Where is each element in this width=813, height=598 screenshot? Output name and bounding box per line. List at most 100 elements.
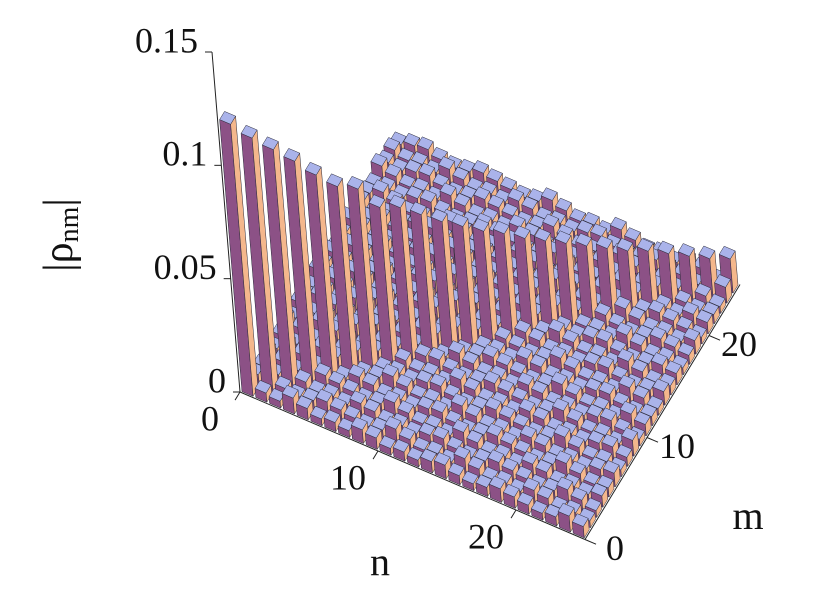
bar-top xyxy=(494,326,512,340)
bar xyxy=(554,230,579,328)
bar-top xyxy=(521,196,538,210)
bar xyxy=(636,238,659,311)
bar xyxy=(392,438,411,462)
bar-top xyxy=(475,474,493,488)
z-axis-label: |ρnm| xyxy=(36,198,86,272)
bar-top xyxy=(646,395,664,409)
bar-top xyxy=(416,369,433,384)
bar-top xyxy=(470,369,487,383)
bar-top xyxy=(600,407,617,421)
bar-top xyxy=(698,245,716,260)
z-label-part: |ρ xyxy=(36,242,82,271)
bar-top xyxy=(404,159,422,173)
bar-top xyxy=(694,283,712,297)
bar-top xyxy=(513,225,531,239)
bar-top xyxy=(639,377,656,391)
bar-top xyxy=(420,448,437,462)
bar-top xyxy=(618,374,635,389)
bar-top xyxy=(498,405,516,419)
bar-top xyxy=(329,397,347,411)
bar-top xyxy=(569,208,586,222)
bar-top xyxy=(418,422,436,436)
bar-top xyxy=(576,219,594,234)
bar-top xyxy=(417,395,434,410)
bar-top xyxy=(616,237,634,252)
bar-top xyxy=(521,451,538,465)
bar-top xyxy=(281,384,299,399)
bar-top xyxy=(628,306,645,320)
bar-top xyxy=(468,342,486,357)
bar-top xyxy=(550,371,568,385)
bar-top xyxy=(662,307,679,322)
bar xyxy=(657,240,679,307)
bar-top xyxy=(412,436,430,451)
bar xyxy=(677,342,695,365)
bar-top xyxy=(451,213,469,227)
bar-top xyxy=(554,230,572,244)
bar-top xyxy=(487,449,505,463)
bar xyxy=(563,355,582,381)
bar-top xyxy=(577,366,595,380)
bar-top xyxy=(397,400,414,414)
bar-top xyxy=(501,457,519,472)
bar-top xyxy=(489,475,506,490)
bar-top xyxy=(617,348,634,362)
bar-top xyxy=(409,201,427,216)
bar-top xyxy=(486,423,503,437)
bar-top xyxy=(381,363,399,377)
bar-top xyxy=(567,434,585,448)
bar-top xyxy=(610,216,627,231)
bar-top xyxy=(518,398,536,412)
bar-top xyxy=(515,465,533,480)
bar-top xyxy=(465,403,482,417)
bar xyxy=(616,237,639,315)
bar-top xyxy=(408,358,426,372)
x-tick xyxy=(234,391,241,401)
bar-top xyxy=(507,188,524,202)
bar-top xyxy=(657,240,674,255)
bar-top xyxy=(349,390,367,404)
bar-top xyxy=(461,470,479,485)
bar-top xyxy=(676,315,693,330)
bar-top xyxy=(432,425,449,440)
bar-top xyxy=(482,344,499,358)
bar-top xyxy=(467,456,485,470)
bar-top xyxy=(574,313,592,327)
bar-top xyxy=(396,373,413,388)
bar xyxy=(310,405,328,427)
z-label-sub: nm xyxy=(54,206,85,242)
bar-top xyxy=(591,369,608,384)
bar-top xyxy=(363,398,381,413)
bar-top xyxy=(466,429,483,444)
bar-top xyxy=(590,223,607,237)
bar-top xyxy=(406,447,424,461)
bar-top xyxy=(254,379,272,394)
bar-top xyxy=(343,405,361,419)
bar-top xyxy=(514,319,531,333)
bar-top xyxy=(597,474,614,489)
bar-top xyxy=(614,295,631,310)
bar-top xyxy=(511,386,528,401)
bar-top xyxy=(636,324,653,338)
bar-top xyxy=(597,354,614,369)
bar-top xyxy=(429,373,447,387)
bar-top xyxy=(598,381,616,395)
bar-top xyxy=(342,378,359,393)
bar-top xyxy=(555,450,572,464)
bar-top xyxy=(414,343,432,357)
bar-top xyxy=(472,421,490,436)
bar xyxy=(602,460,621,488)
bar-top xyxy=(433,452,451,466)
bar-top xyxy=(452,166,469,181)
bar-top xyxy=(590,343,607,357)
bar-top xyxy=(678,243,695,257)
y-tick xyxy=(646,437,659,443)
bar xyxy=(365,424,383,450)
bar xyxy=(489,475,507,503)
bar-top xyxy=(448,340,465,354)
bar-top xyxy=(508,214,526,228)
bar-top xyxy=(314,362,331,376)
bar-top xyxy=(542,213,559,228)
bar-top xyxy=(496,352,513,366)
